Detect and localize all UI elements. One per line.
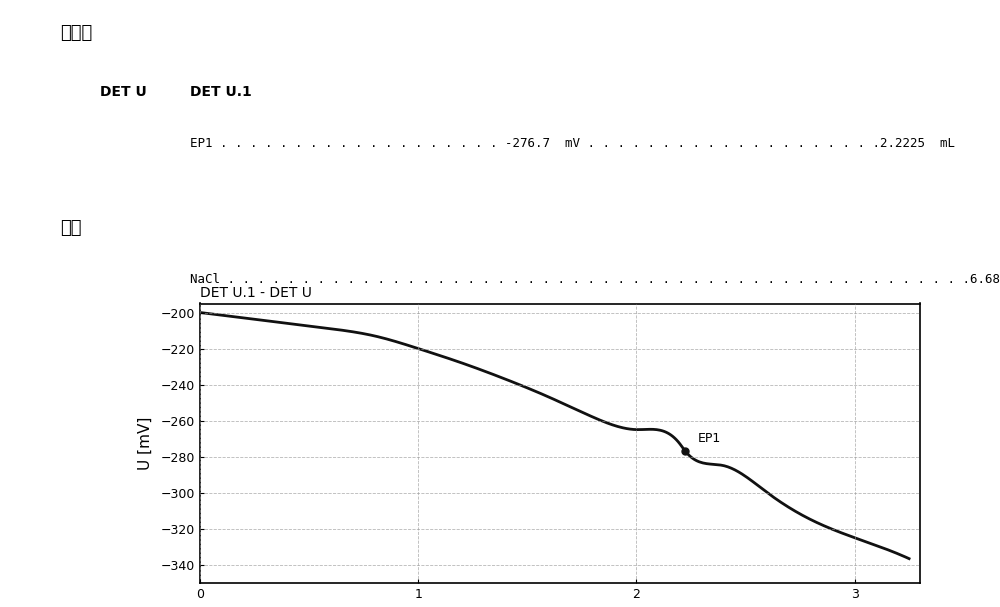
Text: DET U: DET U	[100, 85, 147, 99]
Text: 等当点: 等当点	[60, 24, 92, 42]
Text: NaCl . . . . . . . . . . . . . . . . . . . . . . . . . . . . . . . . . . . . . .: NaCl . . . . . . . . . . . . . . . . . .…	[190, 273, 1000, 286]
Text: DET U.1 - DET U: DET U.1 - DET U	[200, 285, 312, 300]
Text: 结果: 结果	[60, 219, 82, 237]
Text: DET U.1: DET U.1	[190, 85, 252, 99]
Text: EP1: EP1	[698, 432, 721, 446]
Y-axis label: U [mV]: U [mV]	[137, 416, 152, 470]
Text: EP1 . . . . . . . . . . . . . . . . . . . -276.7  mV . . . . . . . . . . . . . .: EP1 . . . . . . . . . . . . . . . . . . …	[190, 137, 955, 149]
